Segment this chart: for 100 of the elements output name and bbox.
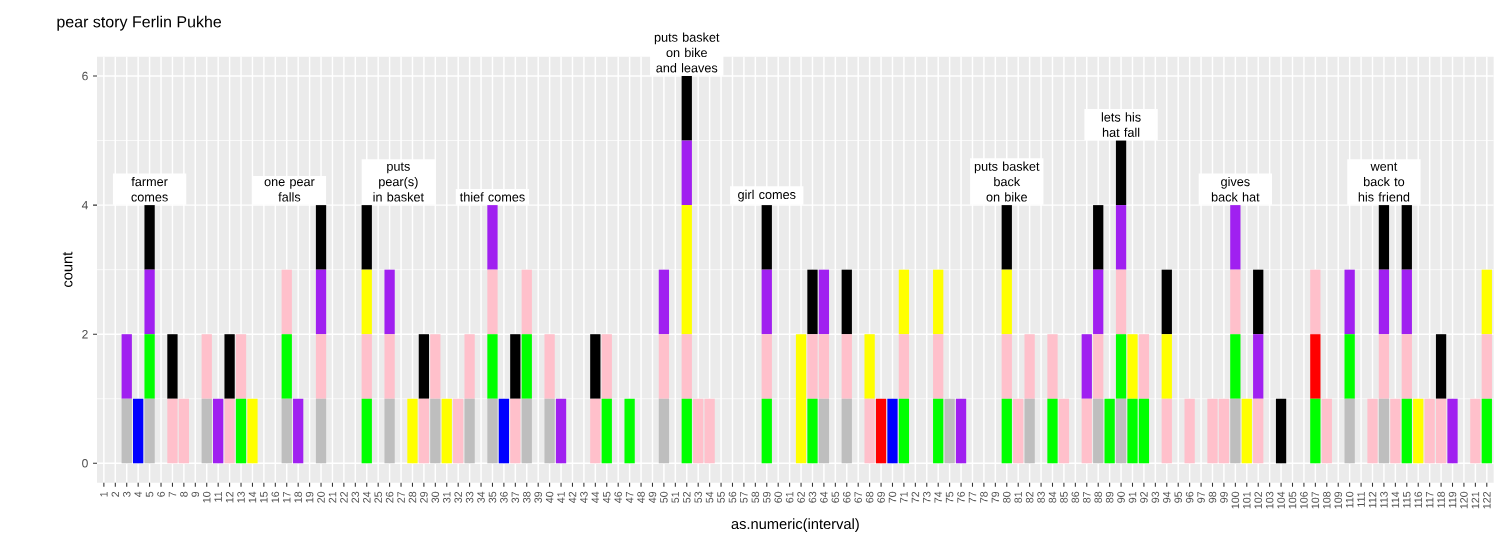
x-tick-label: 9	[191, 491, 200, 497]
bar	[1161, 334, 1172, 399]
x-tick-label: 78	[980, 491, 988, 503]
bar	[1161, 398, 1172, 464]
x-tick-label: 105	[1288, 491, 1297, 509]
bar	[1024, 398, 1035, 464]
bar	[1127, 334, 1138, 399]
bar	[418, 398, 430, 464]
bar	[430, 398, 441, 464]
annotation: gives back hat	[1211, 176, 1260, 202]
bar	[1230, 398, 1241, 464]
bar	[933, 269, 944, 335]
annotation: girl comes	[738, 189, 796, 202]
bar	[1058, 398, 1070, 464]
x-tick-label: 23	[351, 491, 360, 503]
bar	[384, 269, 395, 335]
bar	[464, 334, 475, 399]
x-tick-label: 2	[111, 491, 120, 497]
x-tick-label: 112	[1368, 491, 1377, 508]
annotation: puts basket on bike and leaves	[654, 32, 720, 73]
bar	[224, 398, 235, 464]
bar	[1378, 398, 1390, 464]
x-tick-label: 93	[1151, 491, 1160, 503]
bar	[658, 269, 670, 335]
x-tick-label: 60	[774, 491, 782, 503]
x-tick-label: 42	[568, 491, 577, 503]
bar	[681, 140, 692, 206]
x-tick-label: 63	[808, 491, 817, 503]
bar	[1093, 398, 1104, 464]
bar	[315, 269, 327, 335]
bar	[1230, 334, 1241, 399]
x-tick-label: 20	[317, 491, 325, 503]
bar	[121, 334, 132, 399]
x-tick-label: 94	[1163, 491, 1171, 503]
x-tick-label: 75	[945, 491, 954, 503]
bar	[807, 269, 818, 335]
x-tick-label: 113	[1380, 491, 1388, 508]
bar	[1001, 334, 1012, 399]
bar	[1115, 398, 1127, 464]
x-tick-label: 43	[580, 491, 588, 503]
x-tick-label: 39	[534, 491, 542, 503]
bar	[453, 398, 464, 464]
x-tick-label: 70	[888, 491, 897, 503]
bar	[1310, 398, 1321, 464]
x-tick-label: 102	[1254, 491, 1262, 509]
x-tick-label: 79	[991, 491, 1000, 503]
bar	[1413, 398, 1424, 464]
bar	[1161, 269, 1172, 335]
x-axis-title: as.numeric(interval)	[731, 518, 859, 532]
bar	[601, 398, 612, 464]
x-tick-label: 44	[591, 491, 599, 503]
bar	[213, 398, 224, 464]
bar	[1344, 269, 1355, 335]
annotation: lets his hat fall	[1101, 112, 1141, 137]
bar	[487, 205, 498, 270]
bar	[1104, 398, 1115, 464]
x-tick-label: 11	[214, 491, 222, 502]
bar	[818, 269, 830, 335]
bar	[898, 334, 910, 399]
x-tick-label: 36	[500, 491, 508, 503]
bar	[521, 269, 532, 335]
bar	[144, 334, 155, 399]
annotation: puts pear(s) in basket	[373, 162, 424, 202]
x-tick-label: 77	[968, 491, 977, 503]
bar	[658, 398, 670, 464]
x-tick-label: 57	[740, 491, 748, 503]
x-tick-label: 73	[923, 491, 931, 503]
x-tick-label: 5	[145, 491, 154, 497]
x-tick-label: 30	[431, 491, 440, 503]
x-tick-label: 6	[157, 491, 165, 497]
x-tick-label: 4	[134, 491, 142, 498]
x-tick-label: 104	[1277, 491, 1285, 509]
bar	[224, 334, 235, 399]
bar	[1081, 398, 1092, 464]
bar	[898, 269, 910, 335]
bar	[841, 398, 852, 464]
bar	[281, 398, 292, 464]
x-tick-label: 76	[957, 491, 965, 503]
bar	[761, 398, 772, 464]
bar	[293, 398, 304, 464]
x-tick-label: 119	[1448, 491, 1457, 508]
annotation: thief comes	[459, 192, 525, 202]
bar	[1230, 269, 1241, 335]
bar	[510, 398, 521, 464]
x-tick-label: 17	[283, 491, 291, 503]
bar	[1241, 398, 1252, 464]
x-tick-label: 122	[1483, 491, 1491, 509]
annotation: puts basket back on bike	[974, 161, 1040, 202]
bar	[590, 334, 601, 399]
bar	[1401, 398, 1412, 464]
x-tick-label: 28	[408, 491, 417, 503]
bar	[1401, 269, 1412, 335]
bar	[1310, 269, 1321, 335]
bar	[1024, 334, 1035, 399]
bar	[1230, 205, 1241, 270]
x-tick-label: 58	[751, 491, 760, 503]
bar	[795, 334, 807, 464]
x-tick-label: 81	[1014, 491, 1022, 503]
x-tick-label: 55	[717, 491, 725, 503]
bar	[1001, 398, 1012, 464]
